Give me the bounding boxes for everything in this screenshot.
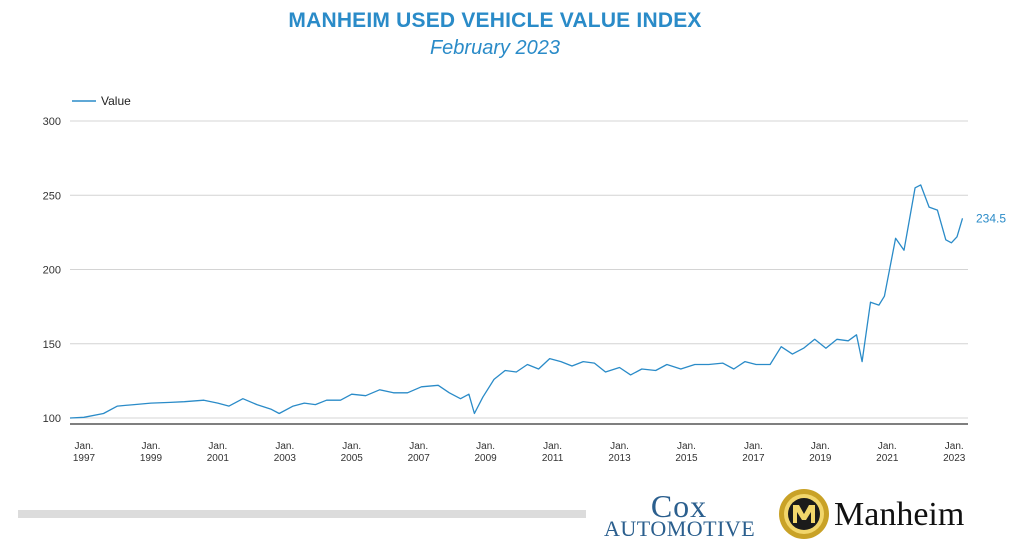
line-chart: 100150200250300Jan.1997Jan.1999Jan.2001J…	[43, 94, 1007, 464]
x-tick-year-label: 2015	[675, 453, 698, 464]
x-tick-month-label: Jan.	[677, 441, 696, 452]
x-tick-month-label: Jan.	[610, 441, 629, 452]
x-tick-month-label: Jan.	[878, 441, 897, 452]
x-tick-year-label: 1997	[73, 453, 96, 464]
end-value-label: 234.5	[976, 211, 1006, 225]
x-tick-month-label: Jan.	[75, 441, 94, 452]
x-tick-year-label: 2001	[207, 453, 230, 464]
x-tick-year-label: 2019	[809, 453, 832, 464]
manheim-logo: Manheim	[778, 488, 978, 548]
manheim-emblem-icon	[779, 489, 829, 539]
x-tick-month-label: Jan.	[275, 441, 294, 452]
x-tick-year-label: 1999	[140, 453, 163, 464]
x-tick-month-label: Jan.	[208, 441, 227, 452]
x-tick-year-label: 2017	[742, 453, 765, 464]
x-tick-month-label: Jan.	[543, 441, 562, 452]
footer-divider-bar	[18, 510, 586, 518]
series-line-value	[69, 184, 964, 419]
x-tick-year-label: 2007	[408, 453, 431, 464]
x-tick-month-label: Jan.	[409, 441, 428, 452]
x-tick-month-label: Jan.	[945, 441, 964, 452]
x-tick-month-label: Jan.	[744, 441, 763, 452]
y-tick-label: 150	[43, 339, 61, 351]
legend-label: Value	[101, 94, 131, 108]
y-tick-label: 300	[43, 116, 61, 128]
x-tick-month-label: Jan.	[811, 441, 830, 452]
x-tick-year-label: 2003	[274, 453, 297, 464]
x-tick-month-label: Jan.	[141, 441, 160, 452]
x-tick-year-label: 2021	[876, 453, 899, 464]
x-tick-year-label: 2013	[608, 453, 631, 464]
y-tick-label: 100	[43, 413, 61, 425]
chart-title: MANHEIM USED VEHICLE VALUE INDEX	[288, 9, 702, 32]
cox-logo-text: Cox	[650, 488, 708, 524]
x-tick-month-label: Jan.	[476, 441, 495, 452]
y-tick-label: 250	[43, 190, 61, 202]
automotive-logo-text: AUTOMOTIVE	[604, 516, 756, 541]
x-tick-month-label: Jan.	[342, 441, 361, 452]
manheim-logo-text: Manheim	[834, 496, 965, 533]
x-tick-year-label: 2009	[475, 453, 498, 464]
x-tick-year-label: 2023	[943, 453, 966, 464]
y-tick-label: 200	[43, 265, 61, 277]
chart-subtitle: February 2023	[429, 37, 561, 59]
x-tick-year-label: 2011	[542, 453, 564, 464]
cox-automotive-logo: Cox AUTOMOTIVE	[604, 486, 764, 542]
x-tick-year-label: 2005	[341, 453, 364, 464]
